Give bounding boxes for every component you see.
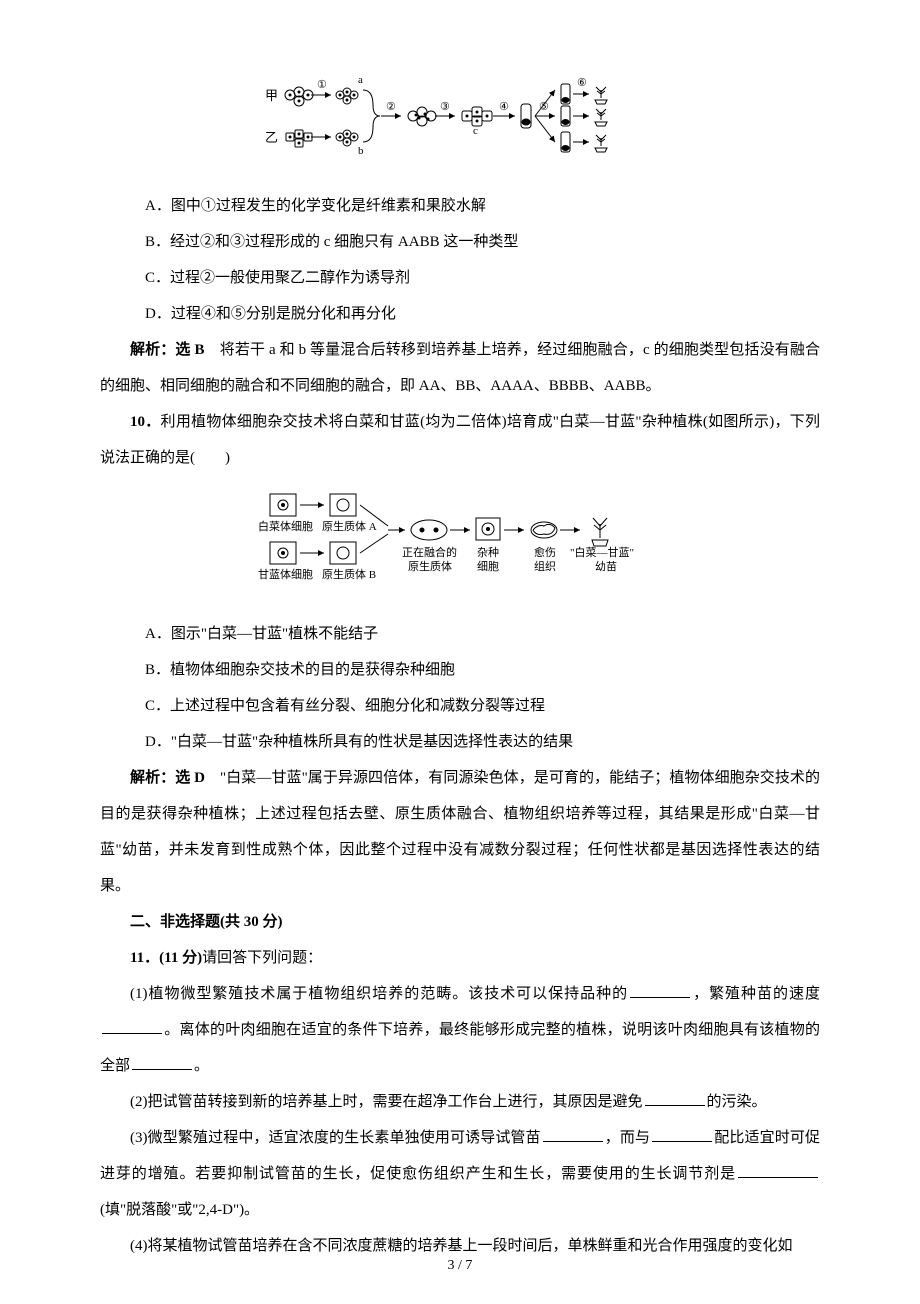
q9-optC: C．过程②一般使用聚乙二醇作为诱导剂 xyxy=(100,260,820,296)
step2: ② xyxy=(386,101,396,113)
svg-text:原生质体 B: 原生质体 B xyxy=(322,567,376,581)
svg-text:杂种: 杂种 xyxy=(477,545,499,559)
svg-text:甘蓝体细胞: 甘蓝体细胞 xyxy=(258,567,313,581)
svg-text:组织: 组织 xyxy=(534,559,556,573)
blank xyxy=(132,1055,192,1070)
step3: ③ xyxy=(440,101,450,113)
blank xyxy=(543,1127,603,1142)
q10-text: 利用植物体细胞杂交技术将白菜和甘蓝(均为二倍体)培育成"白菜—甘蓝"杂种植株(如… xyxy=(100,414,820,466)
blank xyxy=(652,1127,712,1142)
q9-optB: B．经过②和③过程形成的 c 细胞只有 AABB 这一种类型 xyxy=(100,224,820,260)
q11-text: 请回答下列问题： xyxy=(202,950,322,966)
q10-label: 10． xyxy=(130,414,161,430)
svg-text:愈伤: 愈伤 xyxy=(534,545,556,559)
figure-q9: 甲 ① a 乙 b ② ③ xyxy=(100,70,820,170)
q11-p1: (1)植物微型繁殖技术属于植物组织培养的范畴。该技术可以保持品种的，繁殖种苗的速… xyxy=(100,976,820,1084)
q9-optD: D．过程④和⑤分别是脱分化和再分化 xyxy=(100,296,820,332)
q9-parse-text: 将若干 a 和 b 等量混合后转移到培养基上培养，经过细胞融合，c 的细胞类型包… xyxy=(100,342,820,394)
q9-parse-label: 解析：选 B xyxy=(130,342,204,358)
svg-text:幼苗: 幼苗 xyxy=(595,560,617,573)
svg-text:白菜体细胞: 白菜体细胞 xyxy=(258,519,313,533)
q10-parse: 解析：选 D "白菜—甘蓝"属于异源四倍体，有同源染色体，是可育的，能结子；植物… xyxy=(100,760,820,904)
blank xyxy=(102,1019,162,1034)
label-jia: 甲 xyxy=(265,88,278,103)
q11-p3: (3)微型繁殖过程中，适宜浓度的生长素单独使用可诱导试管苗，而与配比适宜时可促进… xyxy=(100,1120,820,1228)
step6: ⑥ xyxy=(577,77,587,89)
label-a: a xyxy=(358,74,363,86)
label-yi: 乙 xyxy=(265,130,278,145)
blank xyxy=(738,1163,818,1178)
svg-text:原生质体: 原生质体 xyxy=(408,559,452,573)
svg-text:"白菜—甘蓝": "白菜—甘蓝" xyxy=(570,545,634,559)
q10-optC: C．上述过程中包含着有丝分裂、细胞分化和减数分裂等过程 xyxy=(100,688,820,724)
step4: ④ xyxy=(499,101,509,113)
q11-label: 11．(11 分) xyxy=(130,950,202,966)
q10-parse-text: "白菜—甘蓝"属于异源四倍体，有同源染色体，是可育的，能结子；植物体细胞杂交技术… xyxy=(100,770,820,894)
q10-stem: 10．利用植物体细胞杂交技术将白菜和甘蓝(均为二倍体)培育成"白菜—甘蓝"杂种植… xyxy=(100,404,820,476)
q10-parse-label: 解析：选 D xyxy=(130,770,205,786)
label-b: b xyxy=(358,145,364,157)
blank xyxy=(630,983,690,998)
q10-optB: B．植物体细胞杂交技术的目的是获得杂种细胞 xyxy=(100,652,820,688)
section2-heading: 二、非选择题(共 30 分) xyxy=(100,904,820,940)
figure-q10: 白菜体细胞 原生质体 A 甘蓝体细胞 原生质体 B 正在融合的 原生质体 杂种 … xyxy=(100,486,820,598)
svg-text:细胞: 细胞 xyxy=(477,560,499,573)
blank xyxy=(645,1091,705,1106)
page-number: 3 / 7 xyxy=(0,1258,920,1274)
step5: ⑤ xyxy=(539,101,549,113)
q9-optA: A．图中①过程发生的化学变化是纤维素和果胶水解 xyxy=(100,188,820,224)
q10-optD: D．"白菜—甘蓝"杂种植株所具有的性状是基因选择性表达的结果 xyxy=(100,724,820,760)
q9-parse: 解析：选 B 将若干 a 和 b 等量混合后转移到培养基上培养，经过细胞融合，c… xyxy=(100,332,820,404)
svg-text:原生质体 A: 原生质体 A xyxy=(322,519,377,533)
q10-optA: A．图示"白菜—甘蓝"植株不能结子 xyxy=(100,616,820,652)
q11-p2: (2)把试管苗转接到新的培养基上时，需要在超净工作台上进行，其原因是避免的污染。 xyxy=(100,1084,820,1120)
label-c: c xyxy=(473,125,478,137)
step1: ① xyxy=(317,79,327,91)
svg-text:正在融合的: 正在融合的 xyxy=(402,545,457,559)
q11-stem: 11．(11 分)请回答下列问题： xyxy=(100,940,820,976)
